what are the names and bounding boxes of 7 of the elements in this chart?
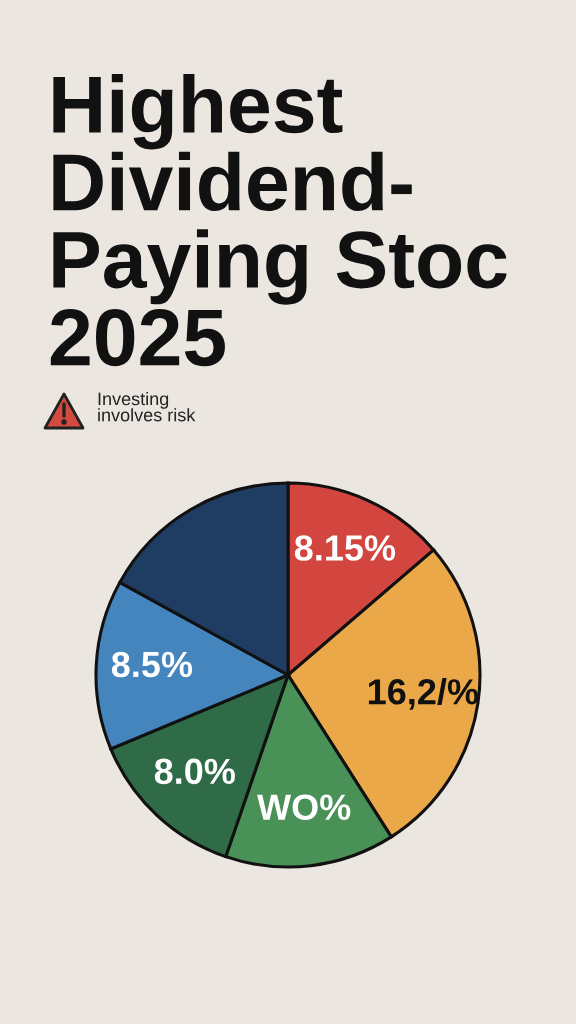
data-label: 8.5% xyxy=(111,651,193,678)
data-label: 8.0% xyxy=(154,758,235,785)
text: Investing involves risk xyxy=(98,392,196,422)
data-label: WO% xyxy=(257,794,351,821)
chart-title: Highest Dividend- Paying Stoc 2025 xyxy=(50,74,507,367)
data-label: 16,2/% xyxy=(368,678,479,710)
data-label: 8.15% xyxy=(294,535,396,561)
